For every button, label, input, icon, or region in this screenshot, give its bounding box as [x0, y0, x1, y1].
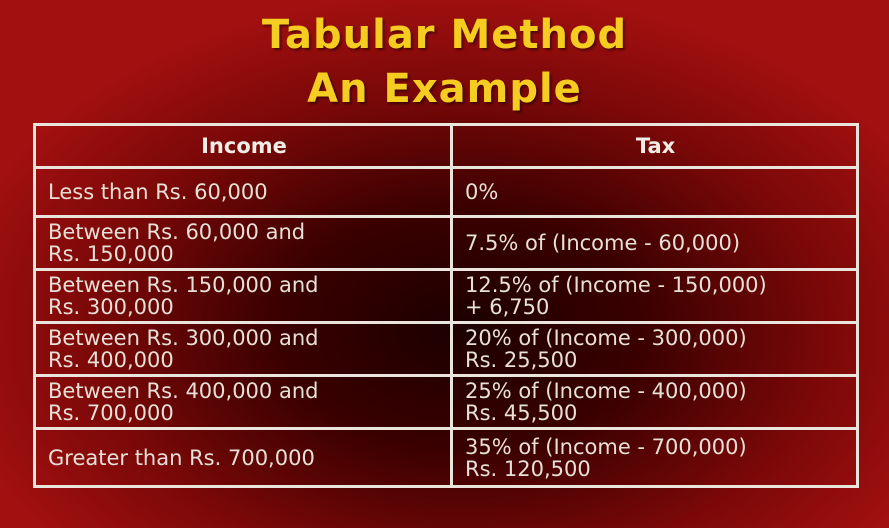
- income-text: Between Rs. 400,000 and: [48, 379, 319, 403]
- income-cell: Between Rs. 400,000 and Rs. 700,000: [33, 374, 453, 430]
- tax-text: + 6,750: [465, 295, 550, 319]
- income-cell: Between Rs. 60,000 and Rs. 150,000: [33, 215, 453, 271]
- table-row: Between Rs. 400,000 and Rs. 700,000 25% …: [33, 374, 859, 430]
- table-header-row: Income Tax: [33, 123, 859, 169]
- income-text: Between Rs. 60,000 and: [48, 220, 306, 244]
- table-row: Between Rs. 300,000 and Rs. 400,000 20% …: [33, 321, 859, 377]
- income-text: Rs. 700,000: [48, 401, 174, 425]
- tax-cell: 7.5% of (Income - 60,000): [450, 215, 859, 271]
- tax-text: 25% of (Income - 400,000): [465, 379, 747, 403]
- tax-cell: 20% of (Income - 300,000) Rs. 25,500: [450, 321, 859, 377]
- income-cell: Between Rs. 300,000 and Rs. 400,000: [33, 321, 453, 377]
- table-row: Between Rs. 60,000 and Rs. 150,000 7.5% …: [33, 215, 859, 271]
- income-text: Greater than Rs. 700,000: [48, 445, 315, 470]
- income-cell: Less than Rs. 60,000: [33, 166, 453, 218]
- income-text: Between Rs. 300,000 and: [48, 326, 319, 350]
- income-text: Less than Rs. 60,000: [48, 180, 268, 204]
- tax-cell: 0%: [450, 166, 859, 218]
- table-row: Between Rs. 150,000 and Rs. 300,000 12.5…: [33, 268, 859, 324]
- tax-text: 35% of (Income - 700,000): [465, 434, 747, 459]
- tax-cell: 12.5% of (Income - 150,000) + 6,750: [450, 268, 859, 324]
- header-income: Income: [33, 123, 453, 169]
- tax-text: 12.5% of (Income - 150,000): [465, 273, 767, 297]
- tax-text: Rs. 25,500: [465, 348, 578, 372]
- tax-cell: 35% of (Income - 700,000) Rs. 120,500: [450, 427, 859, 488]
- slide-subtitle: An Example: [307, 66, 582, 112]
- slide-title: Tabular Method: [261, 12, 628, 58]
- table-row: Greater than Rs. 700,000 35% of (Income …: [33, 427, 859, 488]
- tax-text: 7.5% of (Income - 60,000): [465, 231, 741, 255]
- income-cell: Between Rs. 150,000 and Rs. 300,000: [33, 268, 453, 324]
- tax-table: Income Tax Less than Rs. 60,000 0% Betwe…: [33, 123, 859, 488]
- income-text: Rs. 150,000: [48, 242, 174, 266]
- income-cell: Greater than Rs. 700,000: [33, 427, 453, 488]
- income-text: Between Rs. 150,000 and: [48, 273, 319, 297]
- tax-cell: 25% of (Income - 400,000) Rs. 45,500: [450, 374, 859, 430]
- tax-text: Rs. 45,500: [465, 401, 578, 425]
- tax-text: 0%: [465, 180, 499, 204]
- income-text: Rs. 400,000: [48, 348, 174, 372]
- table-row: Less than Rs. 60,000 0%: [33, 166, 859, 218]
- header-tax: Tax: [450, 123, 859, 169]
- tax-text: 20% of (Income - 300,000): [465, 326, 747, 350]
- tax-text: Rs. 120,500: [465, 456, 591, 481]
- income-text: Rs. 300,000: [48, 295, 174, 319]
